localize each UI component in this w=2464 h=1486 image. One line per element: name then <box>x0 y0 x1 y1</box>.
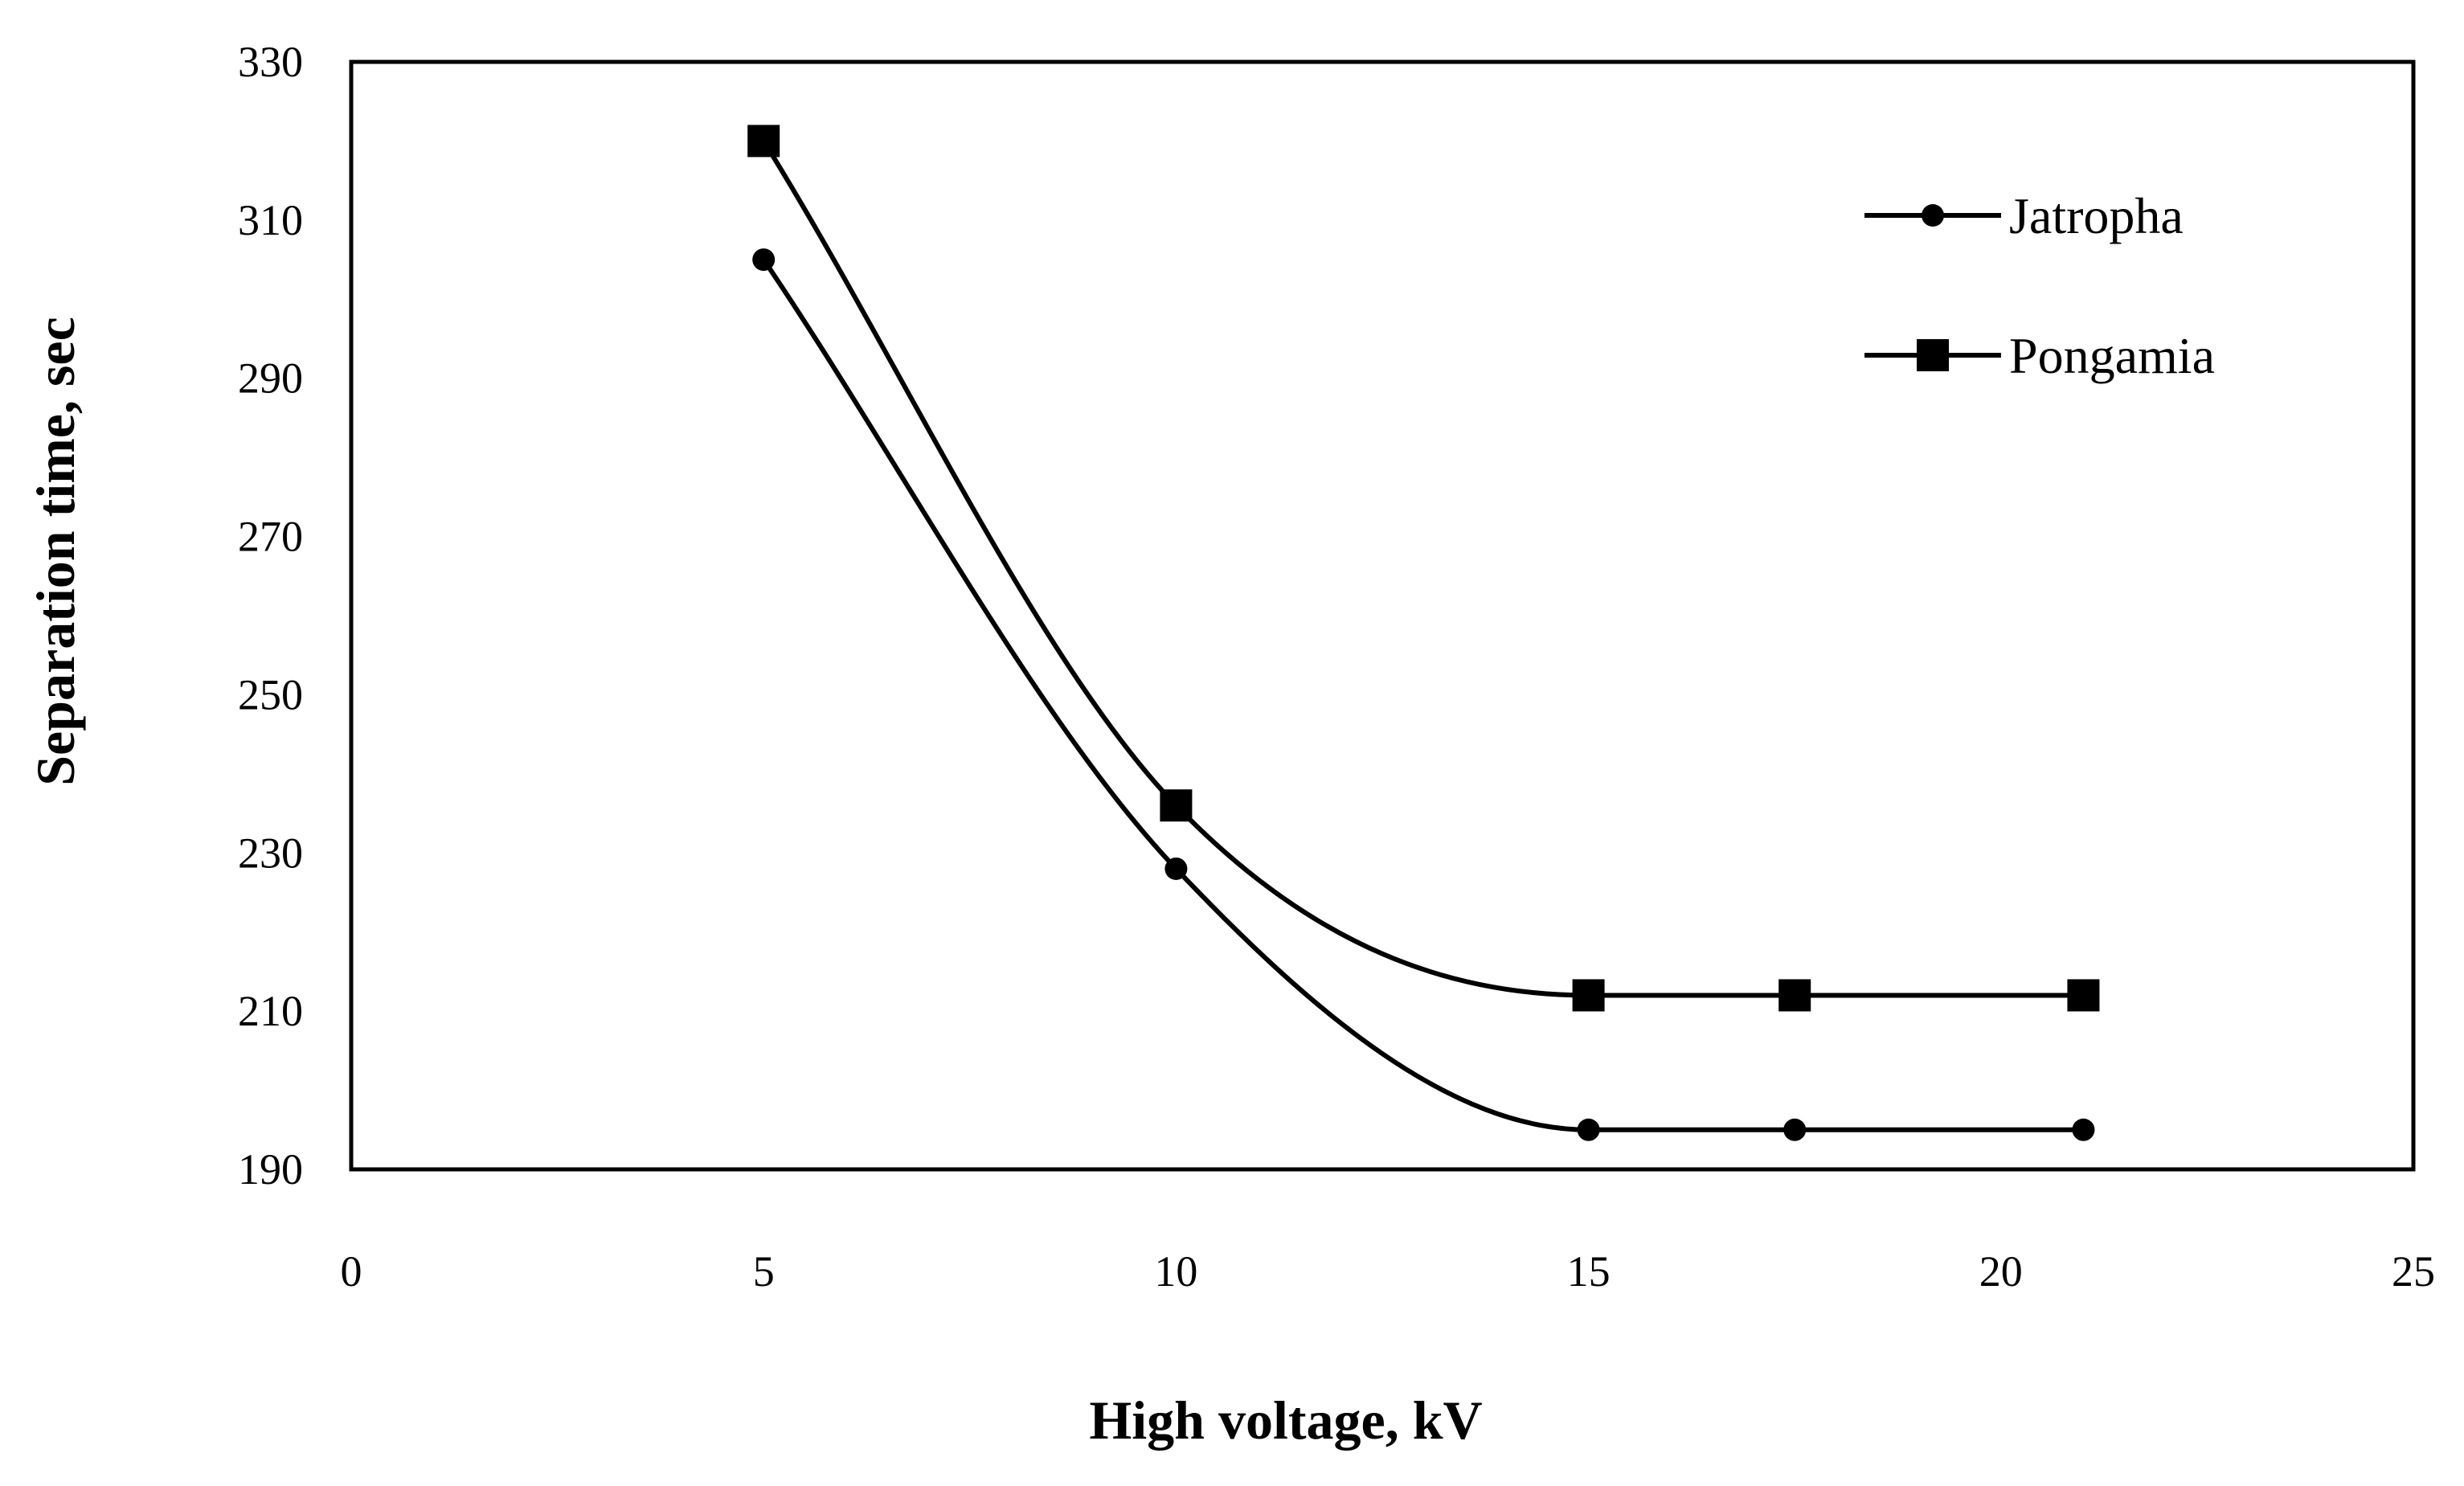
data-point-jatropha <box>2072 1118 2095 1141</box>
y-tick-label: 270 <box>238 513 303 561</box>
legend-marker-jatropha <box>1922 204 1944 227</box>
x-tick-label: 25 <box>2392 1247 2435 1296</box>
data-point-jatropha <box>1577 1118 1600 1141</box>
y-axis-ticks: 190 210 230 250 270 290 310 330 <box>238 38 303 1193</box>
series-line-pongamia <box>761 139 2084 998</box>
legend-marker-pongamia <box>1917 339 1949 371</box>
legend-label-jatropha: Jatropha <box>2009 187 2184 244</box>
y-axis-title: Separation time, sec <box>25 317 86 786</box>
data-point-jatropha <box>1783 1118 1807 1141</box>
y-tick-label: 310 <box>238 196 303 244</box>
x-tick-label: 10 <box>1154 1247 1197 1296</box>
data-point-jatropha <box>752 248 776 272</box>
y-tick-label: 290 <box>238 354 303 403</box>
legend: Jatropha Pongamia <box>1864 187 2215 384</box>
series-line-jatropha <box>761 258 2084 1132</box>
x-tick-label: 5 <box>753 1247 775 1296</box>
y-tick-label: 230 <box>238 829 303 877</box>
series-layer <box>747 125 2100 1141</box>
data-point-pongamia <box>747 125 780 158</box>
data-point-pongamia <box>1778 979 1811 1012</box>
legend-label-pongamia: Pongamia <box>2009 327 2215 384</box>
data-point-jatropha <box>1164 857 1188 880</box>
x-tick-label: 0 <box>341 1247 362 1296</box>
y-tick-label: 330 <box>238 38 303 86</box>
plot-area <box>349 59 2416 1172</box>
y-tick-label: 210 <box>238 987 303 1035</box>
data-point-pongamia <box>1160 789 1193 822</box>
data-point-pongamia <box>1572 979 1605 1012</box>
data-point-pongamia <box>2067 979 2100 1012</box>
x-tick-label: 20 <box>1979 1247 2023 1296</box>
y-tick-label: 250 <box>238 670 303 718</box>
y-tick-label: 190 <box>238 1145 303 1193</box>
x-axis-title: High voltage, kV <box>1089 1390 1482 1451</box>
x-axis-ticks: 0 5 10 15 20 25 <box>341 1247 2436 1296</box>
x-tick-label: 15 <box>1567 1247 1611 1296</box>
